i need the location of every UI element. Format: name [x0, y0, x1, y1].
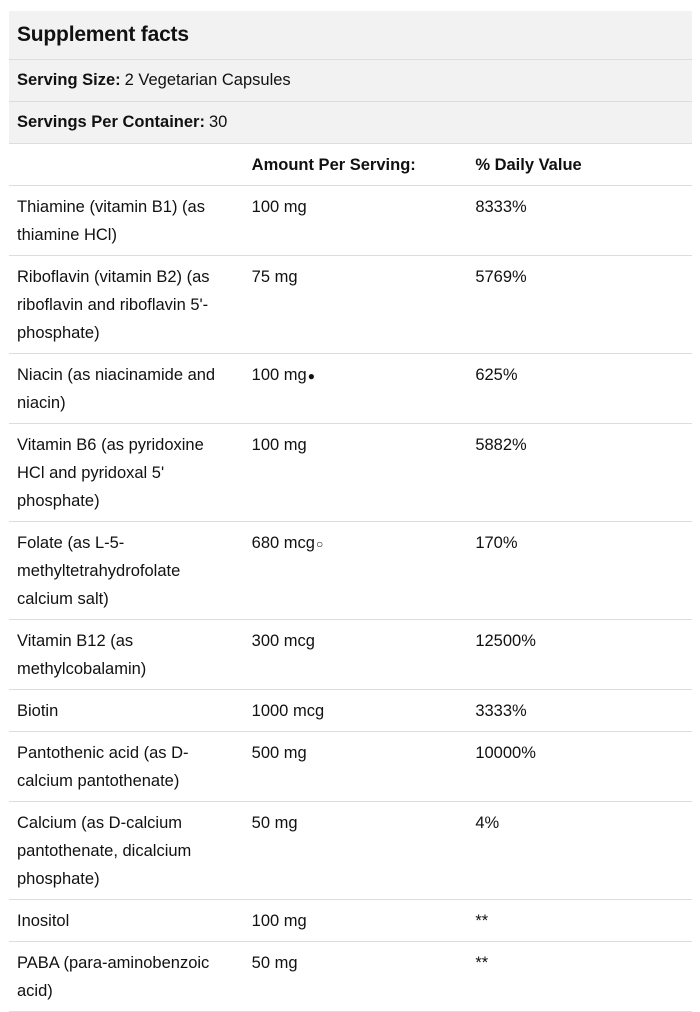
- table-row: Thiamine (vitamin B1) (as thiamine HCl) 1…: [9, 185, 692, 256]
- nutrient-name: PABA (para-aminobenzoic acid): [9, 941, 237, 1012]
- daily-value: 5882%: [464, 423, 692, 522]
- daily-value: 3333%: [464, 689, 692, 732]
- amount-column-header: Amount Per Serving:: [236, 144, 465, 186]
- nutrient-amount-cell: 680 mcg○: [236, 521, 465, 620]
- table-header-row: Amount Per Serving: % Daily Value: [9, 144, 692, 186]
- table-row: Vitamin B12 (as methylcobalamin) 300 mcg 1…: [9, 619, 692, 690]
- footnote-marker: ○: [315, 537, 324, 551]
- nutrient-name: Thiamine (vitamin B1) (as thiamine HCl): [9, 185, 237, 256]
- nutrient-amount-cell: 1000 mcg: [236, 689, 465, 732]
- nutrient-amount-cell: 500 mg: [236, 731, 465, 802]
- nutrient-amount: 50 mg: [251, 814, 298, 832]
- panel-title: Supplement facts: [9, 11, 692, 60]
- table-row: Calcium (as D-calcium pantothenate, dica…: [9, 801, 692, 900]
- nutrient-amount: 75 mg: [251, 268, 298, 286]
- nutrient-name: Vitamin B6 (as pyridoxine HCl and pyrido…: [9, 423, 237, 522]
- nutrient-amount: 500 mg: [251, 744, 307, 762]
- servings-per-container-row: Servings Per Container: 30: [9, 102, 692, 144]
- table-row: Inositol 100 mg **: [9, 899, 692, 942]
- nutrient-amount-cell: 100 mg: [236, 899, 465, 942]
- nutrient-amount-cell: 50 mg: [236, 941, 465, 1012]
- daily-value: 4%: [464, 801, 692, 900]
- nutrient-amount: 680 mcg: [251, 534, 315, 552]
- nutrient-amount-cell: 100 mg: [236, 185, 465, 256]
- serving-size-value: 2 Vegetarian Capsules: [124, 71, 291, 89]
- nutrient-amount: 300 mcg: [251, 632, 315, 650]
- nutrient-amount: 100 mg: [251, 366, 307, 384]
- daily-value: 8333%: [464, 185, 692, 256]
- nutrient-amount: 1000 mcg: [251, 702, 325, 720]
- nutrient-name: Calcium (as D-calcium pantothenate, dica…: [9, 801, 237, 900]
- table-row: Folate (as L-5-methyltetrahydrofolate ca…: [9, 521, 692, 620]
- nutrient-column-header: [9, 144, 237, 186]
- daily-value: 170%: [464, 521, 692, 620]
- nutrient-amount-cell: 50 mg: [236, 801, 465, 900]
- nutrient-amount-cell: 300 mcg: [236, 619, 465, 690]
- nutrient-amount: 50 mg: [251, 954, 298, 972]
- nutrient-amount: 100 mg: [251, 436, 307, 454]
- nutrient-name: Vitamin B12 (as methylcobalamin): [9, 619, 237, 690]
- servings-per-container-value: 30: [208, 113, 228, 131]
- table-row: Vitamin B6 (as pyridoxine HCl and pyrido…: [9, 423, 692, 522]
- table-row: Biotin 1000 mcg 3333%: [9, 689, 692, 732]
- daily-value: **: [464, 941, 692, 1012]
- daily-value: 625%: [464, 353, 692, 424]
- nutrient-amount-cell: 75 mg: [236, 255, 465, 354]
- supplement-facts-panel: Supplement facts Serving Size: 2 Vegetar…: [9, 11, 692, 1012]
- nutrient-name: Inositol: [9, 899, 237, 942]
- table-row: Pantothenic acid (as D-calcium pantothen…: [9, 731, 692, 802]
- servings-per-container-label: Servings Per Container:: [17, 113, 205, 131]
- table-row: PABA (para-aminobenzoic acid) 50 mg **: [9, 941, 692, 1012]
- nutrient-amount: 100 mg: [251, 912, 307, 930]
- daily-value: 10000%: [464, 731, 692, 802]
- nutrient-table: Amount Per Serving: % Daily Value Thiami…: [9, 144, 692, 1012]
- serving-size-row: Serving Size: 2 Vegetarian Capsules: [9, 60, 692, 102]
- nutrient-name: Pantothenic acid (as D-calcium pantothen…: [9, 731, 237, 802]
- footnote-marker: ●: [307, 369, 315, 383]
- nutrient-name: Riboflavin (vitamin B2) (as riboflavin a…: [9, 255, 237, 354]
- nutrient-amount: 100 mg: [251, 198, 307, 216]
- table-row: Niacin (as niacinamide and niacin) 100 mg…: [9, 353, 692, 424]
- nutrient-name: Folate (as L-5-methyltetrahydrofolate ca…: [9, 521, 237, 620]
- daily-value: 12500%: [464, 619, 692, 690]
- daily-value: 5769%: [464, 255, 692, 354]
- daily-value-column-header: % Daily Value: [464, 144, 692, 186]
- nutrient-amount-cell: 100 mg●: [236, 353, 465, 424]
- nutrient-name: Biotin: [9, 689, 237, 732]
- daily-value: **: [464, 899, 692, 942]
- nutrient-amount-cell: 100 mg: [236, 423, 465, 522]
- nutrient-name: Niacin (as niacinamide and niacin): [9, 353, 237, 424]
- serving-size-label: Serving Size:: [17, 71, 121, 89]
- table-row: Riboflavin (vitamin B2) (as riboflavin a…: [9, 255, 692, 354]
